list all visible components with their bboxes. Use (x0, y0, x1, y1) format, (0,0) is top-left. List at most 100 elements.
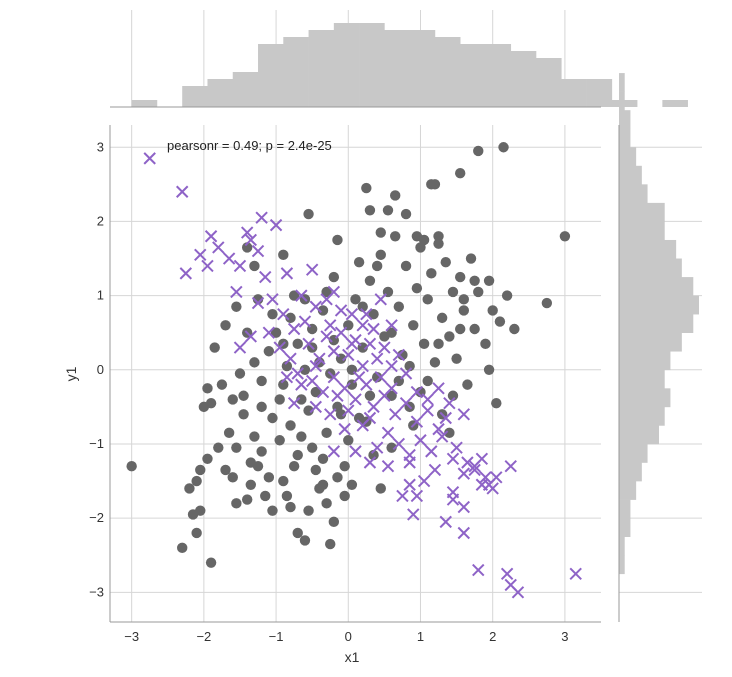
scatter-point-circle (231, 498, 242, 509)
scatter-point-circle (281, 490, 293, 502)
scatter-point-circle (454, 271, 466, 283)
scatter-point-x (324, 319, 337, 332)
right-hist-bar (619, 202, 665, 222)
scatter-point-circle (306, 442, 318, 453)
scatter-point-x (255, 211, 268, 224)
scatter-point-circle (303, 505, 314, 516)
scatter-point-circle (339, 461, 350, 472)
scatter-point-x (345, 307, 359, 321)
right-hist-bar (619, 221, 665, 241)
scatter-point-circle (375, 483, 386, 494)
scatter-point-circle (285, 420, 296, 431)
right-hist-bar (619, 314, 694, 334)
right-hist-bar (619, 406, 665, 426)
scatter-point-x (352, 371, 366, 384)
scatter-point-circle (371, 260, 383, 272)
scatter-point-circle (426, 268, 437, 279)
tick-labels: −3 −3 −2 −2 −1 −1 0 0 1 1 2 2 3 3 (89, 139, 568, 644)
scatter-point-circle (241, 494, 253, 505)
scatter-point-circle (177, 542, 188, 554)
right-hist-bar (619, 277, 694, 296)
scatter-points (126, 142, 582, 599)
scatter-point-circle (202, 383, 213, 394)
scatter-point-circle (281, 360, 293, 372)
scatter-point-circle (335, 409, 347, 420)
scatter-point-x (421, 393, 434, 406)
scatter-point-circle (404, 360, 415, 372)
top-hist-bar (384, 30, 410, 107)
top-hist-bar (662, 100, 688, 107)
scatter-point-x (389, 408, 402, 421)
scatter-point-circle (205, 557, 217, 568)
scatter-point-x (320, 330, 333, 343)
scatter-point-x (316, 385, 330, 399)
x-tick-label: 2 (489, 629, 496, 644)
right-hist-bar (619, 443, 648, 463)
scatter-point-circle (480, 338, 491, 350)
scatter-point-circle (458, 294, 470, 305)
right-hist-bar (619, 388, 671, 408)
scatter-point-circle (310, 386, 321, 398)
scatter-point-circle (227, 394, 238, 405)
scatter-point-circle (433, 338, 444, 350)
x-tick-label: −1 (269, 629, 284, 644)
scatter-point-x (504, 460, 517, 473)
scatter-point-circle (451, 353, 462, 364)
scatter-point-circle (317, 453, 329, 465)
scatter-point-circle (256, 375, 267, 387)
scatter-point-circle (469, 275, 480, 286)
scatter-point-circle (238, 409, 249, 420)
scatter-point-circle (473, 286, 484, 298)
scatter-point-x (179, 267, 193, 280)
scatter-point-circle (390, 190, 401, 201)
scatter-point-x (363, 411, 377, 425)
scatter-point-circle (267, 308, 278, 320)
scatter-point-circle (292, 527, 303, 539)
y-tick-label: 1 (97, 288, 104, 303)
scatter-point-circle (339, 490, 350, 502)
scatter-point-circle (386, 442, 397, 453)
scatter-point-circle (216, 379, 228, 390)
right-hist-bar (619, 239, 677, 259)
top-hist-bar (308, 30, 335, 107)
scatter-point-x (410, 489, 424, 503)
scatter-point-x (230, 285, 243, 299)
top-hist-bar (586, 79, 613, 107)
scatter-point-circle (400, 208, 412, 220)
right-hist-bar (619, 518, 631, 537)
scatter-point-x (287, 396, 301, 410)
right-hist-bar (619, 91, 625, 111)
scatter-point-circle (126, 461, 137, 472)
scatter-point-circle (364, 275, 376, 286)
scatter-point-circle (220, 320, 231, 331)
scatter-point-x (295, 378, 308, 391)
scatter-point-circle (332, 472, 343, 483)
scatter-point-x (385, 382, 398, 395)
scatter-point-circle (328, 516, 340, 528)
scatter-point-circle (400, 260, 412, 272)
scatter-point-circle (256, 401, 267, 413)
scatter-point-circle (426, 179, 437, 190)
scatter-point-x (244, 330, 258, 343)
scatter-point-circle (288, 461, 300, 472)
scatter-point-circle (299, 535, 311, 546)
scatter-point-circle (231, 301, 242, 312)
scatter-point-circle (483, 364, 495, 375)
scatter-point-circle (292, 449, 303, 461)
scatter-point-x (435, 430, 449, 443)
scatter-point-x (446, 452, 460, 466)
scatter-point-x (432, 422, 445, 436)
scatter-point-circle (310, 464, 321, 476)
right-hist-bar (619, 351, 671, 371)
y-axis-label: y1 (63, 366, 79, 381)
scatter-point-x (403, 456, 416, 469)
scatter-point-x (486, 482, 499, 495)
scatter-point-x (443, 396, 456, 410)
scatter-point-circle (343, 435, 354, 446)
scatter-point-circle (274, 435, 285, 446)
scatter-point-x (222, 252, 236, 265)
scatter-point-x (331, 389, 344, 402)
x-tick-label: −2 (196, 629, 211, 644)
scatter-point-circle (263, 346, 275, 357)
scatter-point-circle (483, 275, 495, 286)
